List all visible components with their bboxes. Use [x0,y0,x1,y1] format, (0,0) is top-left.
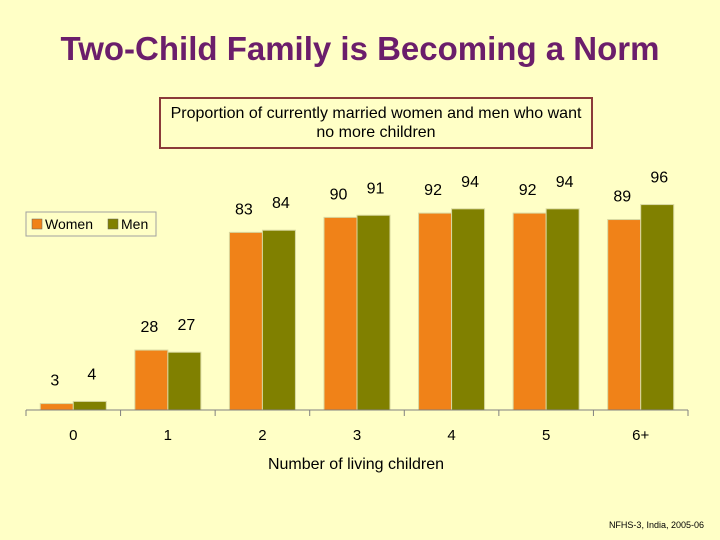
chart-title: Proportion of currently married women an… [170,105,582,141]
data-label-women-2: 83 [235,201,253,218]
legend-swatch-women [31,218,43,230]
data-label-women-3: 90 [330,186,348,203]
bar-men-0 [72,400,107,411]
x-tick-label-2: 2 [258,427,266,444]
x-tick-label-5: 5 [542,427,550,444]
data-label-men-2: 84 [272,195,290,212]
data-label-men-0: 4 [87,366,96,383]
data-label-men-5: 94 [556,174,574,191]
data-label-women-1: 28 [140,319,158,336]
x-axis-title: Number of living children [268,456,444,473]
bar-women-6 [607,219,642,411]
bar-men-4 [451,208,486,411]
bar-women-0 [39,403,74,411]
bar-women-4 [418,212,453,411]
data-label-men-3: 91 [367,180,385,197]
x-tick-label-0: 0 [69,427,77,444]
chart-title-box: Proportion of currently married women an… [159,97,593,149]
bar-men-5 [545,208,580,411]
x-tick-label-6: 6+ [632,427,649,444]
bars-group: 3 4 28 27 83 84 90 91 92 94 92 94 89 96 [39,170,675,411]
bar-women-3 [323,216,358,411]
data-label-men-1: 27 [177,317,195,334]
legend-label-women: Women [45,216,93,232]
x-tick-label-3: 3 [353,427,361,444]
data-label-women-0: 3 [50,373,59,390]
data-label-women-5: 92 [519,182,537,199]
data-label-women-6: 89 [613,189,631,206]
legend-swatch-men [107,218,119,230]
source-note: NFHS-3, India, 2005-06 [608,520,704,530]
bar-men-6 [640,204,675,411]
bar-women-1 [134,349,169,411]
bar-men-3 [356,214,391,411]
bar-men-2 [261,229,296,411]
bar-women-5 [512,212,547,411]
legend-label-men: Men [121,216,148,232]
legend-box [25,211,157,237]
x-tick-label-4: 4 [447,427,455,444]
legend: Women Men [25,211,157,237]
bar-men-1 [167,351,202,411]
data-label-men-4: 94 [461,174,479,191]
data-label-women-4: 92 [424,182,442,199]
x-tick-label-1: 1 [164,427,172,444]
data-label-men-6: 96 [650,170,668,187]
x-axis: 0 1 2 3 4 5 6+ Number of living children [25,409,689,473]
slide-title: Two-Child Family is Becoming a Norm [60,30,660,67]
bar-women-2 [228,231,263,411]
